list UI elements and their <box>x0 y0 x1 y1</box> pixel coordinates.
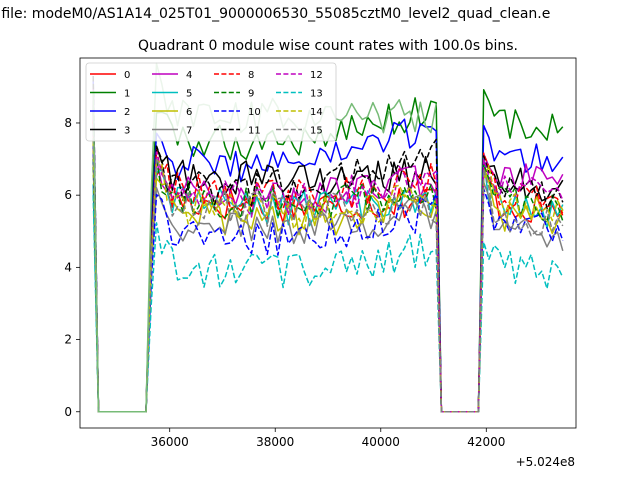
series-line-2 <box>92 79 564 413</box>
figure-suptitle: n file: modeM0/AS1A14_025T01_9000006530_… <box>0 6 550 22</box>
y-axis: 0 2 4 6 8 <box>64 116 80 419</box>
x-axis-offset-label: +5.024e8 <box>516 455 575 469</box>
y-tick-label: 8 <box>64 116 72 130</box>
y-tick-label: 2 <box>64 333 72 347</box>
series-line-14 <box>92 140 564 413</box>
legend-label: 4 <box>186 70 192 81</box>
plot-area-frame <box>79 57 577 429</box>
x-tick-label: 38000 <box>256 435 294 449</box>
series-line-15 <box>92 130 564 413</box>
legend-label: 0 <box>124 70 130 81</box>
legend-label: 12 <box>310 70 323 81</box>
series-line-11 <box>92 75 564 413</box>
series-line-12 <box>92 115 564 413</box>
series-line-4 <box>92 86 564 413</box>
legend-label: 8 <box>248 70 254 81</box>
series-line-7 <box>92 151 564 413</box>
legend-label: 1 <box>124 89 130 100</box>
x-tick-label: 40000 <box>362 435 400 449</box>
legend-label: 3 <box>124 126 130 137</box>
legend-label: 13 <box>310 89 323 100</box>
x-tick-label: 36000 <box>151 435 189 449</box>
legend-label: 10 <box>248 107 261 118</box>
series-line-10 <box>92 144 564 413</box>
y-tick-label: 6 <box>64 188 72 202</box>
legend-label: 7 <box>186 126 192 137</box>
x-tick-label: 42000 <box>467 435 505 449</box>
chart-title: Quadrant 0 module wise count rates with … <box>138 38 518 54</box>
y-tick-label: 0 <box>64 405 72 419</box>
legend-label: 14 <box>310 107 323 118</box>
legend-frame <box>85 62 337 142</box>
legend-label: 2 <box>124 107 130 118</box>
legend-label: 9 <box>248 89 254 100</box>
legend-label: 11 <box>248 126 261 137</box>
y-tick-label: 4 <box>64 260 72 274</box>
x-axis: 36000 38000 40000 42000 <box>151 428 505 449</box>
legend-label: 5 <box>186 89 192 100</box>
legend-label: 6 <box>186 107 192 118</box>
legend-label: 15 <box>310 126 323 137</box>
series-line-13 <box>92 195 564 413</box>
